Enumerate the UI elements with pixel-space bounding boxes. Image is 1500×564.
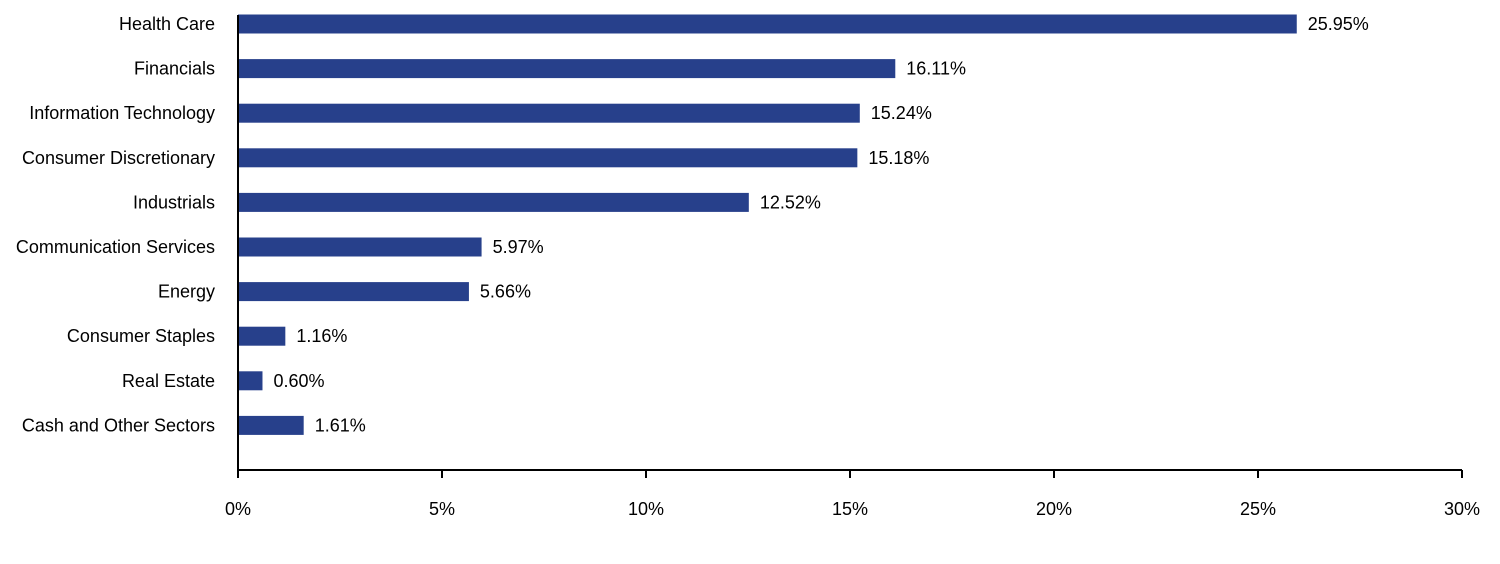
category-label-health-care: Health Care: [119, 14, 215, 34]
value-label-cash-and-other-sectors: 1.61%: [315, 415, 366, 435]
bar-industrials: [238, 192, 749, 212]
x-axis-ticks: 0% 5% 10% 15% 20% 25% 30%: [225, 470, 1480, 519]
value-label-industrials: 12.52%: [760, 192, 821, 212]
bar-communication-services: [238, 237, 482, 257]
bar-cash-and-other-sectors: [238, 415, 304, 435]
bar-consumer-discretionary: [238, 148, 858, 168]
bar-financials: [238, 59, 896, 79]
value-label-real-estate: 0.60%: [273, 371, 324, 391]
bar-real-estate: [238, 371, 263, 391]
value-labels: 25.95% 16.11% 15.24% 15.18% 12.52% 5.97% 5.66%…: [273, 14, 1368, 435]
value-label-consumer-discretionary: 15.18%: [868, 148, 929, 168]
value-label-financials: 16.11%: [906, 59, 966, 79]
bar-consumer-staples: [238, 326, 286, 346]
category-label-communication-services: Communication Services: [16, 237, 215, 257]
x-tick-label: 20%: [1036, 499, 1072, 519]
value-label-information-technology: 15.24%: [871, 103, 932, 123]
x-tick-label: 15%: [832, 499, 868, 519]
x-tick-label: 10%: [628, 499, 664, 519]
x-tick-label: 30%: [1444, 499, 1480, 519]
category-label-consumer-staples: Consumer Staples: [67, 326, 215, 346]
category-label-energy: Energy: [158, 282, 215, 302]
value-label-energy: 5.66%: [480, 282, 531, 302]
x-tick-label: 25%: [1240, 499, 1276, 519]
category-labels: Health Care Financials Information Technol…: [16, 14, 215, 435]
x-tick-label: 0%: [225, 499, 251, 519]
x-tick-label: 5%: [429, 499, 455, 519]
category-label-cash-and-other-sectors: Cash and Other Sectors: [22, 415, 215, 435]
bars-layer: [238, 14, 1297, 435]
category-label-information-technology: Information Technology: [29, 103, 215, 123]
value-label-communication-services: 5.97%: [493, 237, 544, 257]
bar-energy: [238, 282, 469, 302]
category-label-financials: Financials: [134, 59, 215, 79]
category-label-real-estate: Real Estate: [122, 371, 215, 391]
bar-information-technology: [238, 103, 860, 123]
bar-health-care: [238, 14, 1297, 34]
category-label-industrials: Industrials: [133, 192, 215, 212]
value-label-consumer-staples: 1.16%: [296, 326, 347, 346]
category-label-consumer-discretionary: Consumer Discretionary: [22, 148, 215, 168]
value-label-health-care: 25.95%: [1308, 14, 1369, 34]
